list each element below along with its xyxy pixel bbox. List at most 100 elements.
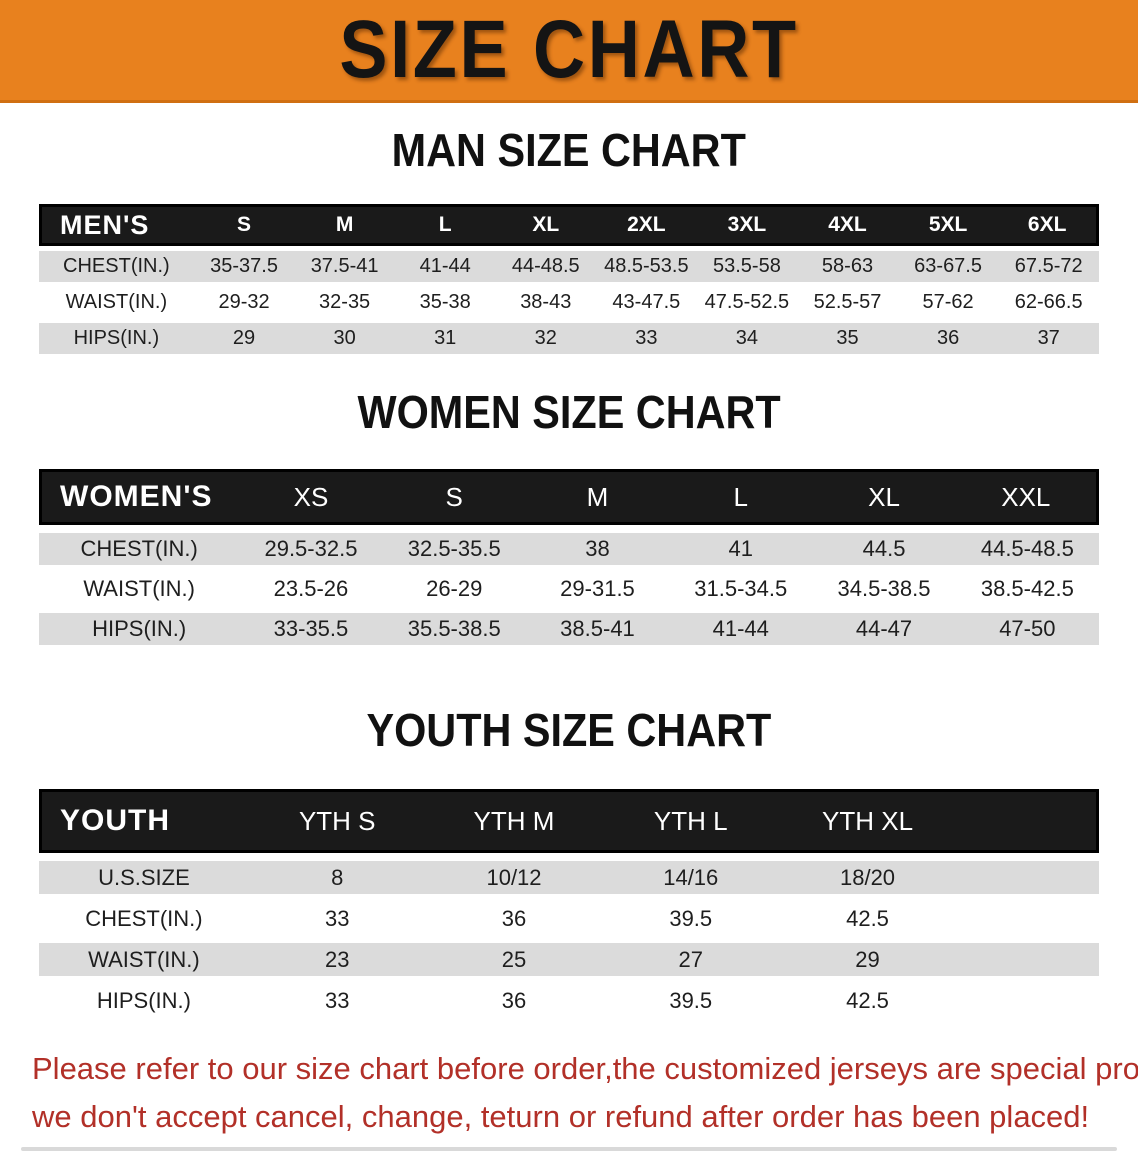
- size-value-cell: 44.5-48.5: [955, 533, 1099, 565]
- row-label: WAIST(IN.): [39, 943, 249, 976]
- measurement-row: CHEST(IN.) 29.5-32.5 32.5-35.5 38 41 44.5 44.5…: [39, 533, 1099, 565]
- size-value-cell: 35.5-38.5: [382, 613, 526, 645]
- size-value-cell: 36: [425, 902, 603, 935]
- banner-title: SIZE CHART: [339, 4, 799, 95]
- filler-cell: [955, 861, 1099, 894]
- size-value-cell: 36: [425, 984, 603, 1017]
- size-value-cell: 25: [425, 943, 603, 976]
- row-label: WAIST(IN.): [39, 573, 240, 605]
- size-column-header: 6XL: [998, 204, 1099, 246]
- measurement-row: WAIST(IN.) 23.5-26 26-29 29-31.5 31.5-34.5 34…: [39, 573, 1099, 605]
- size-value-cell: 53.5-58: [696, 251, 798, 282]
- size-value-cell: 30: [294, 323, 395, 354]
- table-header-row: YOUTH YTH S YTH M YTH L YTH XL: [39, 789, 1099, 853]
- size-value-cell: 31: [394, 323, 496, 354]
- size-column-header: YTH M: [425, 789, 603, 853]
- size-value-cell: 39.5: [602, 984, 780, 1017]
- size-value-cell: 44-47: [812, 613, 956, 645]
- disclaimer-line-2: we don't accept cancel, change, teturn o…: [32, 1099, 1090, 1134]
- size-value-cell: 41: [669, 533, 813, 565]
- size-value-cell: 10/12: [425, 861, 603, 894]
- size-value-cell: 29: [779, 943, 956, 976]
- filler-cell: [955, 984, 1099, 1017]
- size-value-cell: 23.5-26: [239, 573, 383, 605]
- size-value-cell: 32: [495, 323, 597, 354]
- measurement-row: WAIST(IN.) 23 25 27 29: [39, 943, 1099, 976]
- mens-section-heading: MAN SIZE CHART: [391, 124, 747, 176]
- table-corner-label: WOMEN'S: [39, 469, 240, 525]
- size-value-cell: 38.5-41: [525, 613, 670, 645]
- mens-size-table: MEN'S S M L XL 2XL 3XL 4XL 5XL 6XL CHEST(IN.) 35-37…: [39, 199, 1099, 359]
- womens-size-table: WOMEN'S XS S M L XL XXL CHEST(IN.) 29.5-32.5 32.5…: [39, 461, 1099, 653]
- table-header-row: WOMEN'S XS S M L XL XXL: [39, 469, 1099, 525]
- size-value-cell: 29-31.5: [525, 573, 670, 605]
- size-value-cell: 18/20: [779, 861, 956, 894]
- size-value-cell: 67.5-72: [998, 251, 1099, 282]
- bottom-divider: [21, 1147, 1117, 1151]
- size-column-header: XL: [812, 469, 956, 525]
- measurement-row: WAIST(IN.) 29-32 32-35 35-38 38-43 43-47.5 47.…: [39, 287, 1099, 318]
- size-value-cell: 63-67.5: [897, 251, 999, 282]
- size-column-header: S: [193, 204, 295, 246]
- youth-size-table: YOUTH YTH S YTH M YTH L YTH XL U.S.SIZE 8 10/12…: [39, 781, 1099, 1025]
- size-value-cell: 32.5-35.5: [382, 533, 526, 565]
- size-value-cell: 33: [248, 902, 426, 935]
- size-value-cell: 38: [525, 533, 670, 565]
- size-column-header: XXL: [955, 469, 1099, 525]
- size-value-cell: 35-38: [394, 287, 496, 318]
- size-value-cell: 36: [897, 323, 999, 354]
- size-value-cell: 37: [998, 323, 1099, 354]
- size-value-cell: 34.5-38.5: [812, 573, 956, 605]
- size-value-cell: 52.5-57: [797, 287, 898, 318]
- size-value-cell: 62-66.5: [998, 287, 1099, 318]
- size-value-cell: 42.5: [779, 902, 956, 935]
- size-column-header: L: [669, 469, 813, 525]
- size-value-cell: 44-48.5: [495, 251, 597, 282]
- size-value-cell: 39.5: [602, 902, 780, 935]
- row-label: CHEST(IN.): [39, 533, 240, 565]
- table-corner-label: YOUTH: [39, 789, 249, 853]
- size-value-cell: 29: [193, 323, 295, 354]
- size-value-cell: 33-35.5: [239, 613, 383, 645]
- youth-size-section: YOUTH SIZE CHART YOUTH YTH S YTH M YTH L YTH…: [0, 705, 1138, 1025]
- measurement-row: CHEST(IN.) 35-37.5 37.5-41 41-44 44-48.5 48.5…: [39, 251, 1099, 282]
- filler-cell: [955, 902, 1099, 935]
- size-column-header: XS: [239, 469, 383, 525]
- size-value-cell: 32-35: [294, 287, 395, 318]
- size-column-header: S: [382, 469, 526, 525]
- size-value-cell: 35: [797, 323, 898, 354]
- measurement-row: CHEST(IN.) 33 36 39.5 42.5: [39, 902, 1099, 935]
- size-value-cell: 29-32: [193, 287, 295, 318]
- size-value-cell: 57-62: [897, 287, 999, 318]
- size-column-header: YTH L: [602, 789, 780, 853]
- row-label: HIPS(IN.): [39, 613, 240, 645]
- mens-size-section: MAN SIZE CHART MEN'S S M L XL 2XL 3XL 4XL 5XL 6XL…: [0, 125, 1138, 359]
- size-value-cell: 31.5-34.5: [669, 573, 813, 605]
- womens-section-heading: WOMEN SIZE CHART: [357, 386, 781, 438]
- size-column-header: XL: [495, 204, 597, 246]
- size-value-cell: 14/16: [602, 861, 780, 894]
- size-column-header: YTH S: [248, 789, 426, 853]
- size-value-cell: 42.5: [779, 984, 956, 1017]
- size-column-header: 3XL: [696, 204, 798, 246]
- size-column-header: 5XL: [897, 204, 999, 246]
- size-value-cell: 41-44: [394, 251, 496, 282]
- measurement-row: HIPS(IN.) 33-35.5 35.5-38.5 38.5-41 41-44 44-…: [39, 613, 1099, 645]
- size-chart-banner: SIZE CHART: [0, 0, 1138, 103]
- disclaimer-line-1: Please refer to our size chart before or…: [32, 1051, 1138, 1086]
- size-value-cell: 29.5-32.5: [239, 533, 383, 565]
- size-value-cell: 33: [248, 984, 426, 1017]
- size-value-cell: 37.5-41: [294, 251, 395, 282]
- measurement-row: U.S.SIZE 8 10/12 14/16 18/20: [39, 861, 1099, 894]
- womens-size-section: WOMEN SIZE CHART WOMEN'S XS S M L XL XXL CHEST(…: [0, 387, 1138, 653]
- size-value-cell: 43-47.5: [596, 287, 697, 318]
- row-label: WAIST(IN.): [39, 287, 194, 318]
- size-value-cell: 26-29: [382, 573, 526, 605]
- size-value-cell: 58-63: [797, 251, 898, 282]
- filler-header-cell: [955, 789, 1099, 853]
- youth-section-heading: YOUTH SIZE CHART: [366, 704, 772, 756]
- size-column-header: M: [294, 204, 395, 246]
- size-value-cell: 48.5-53.5: [596, 251, 697, 282]
- row-label: CHEST(IN.): [39, 251, 194, 282]
- size-value-cell: 8: [248, 861, 426, 894]
